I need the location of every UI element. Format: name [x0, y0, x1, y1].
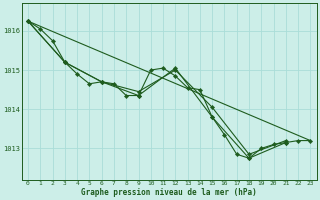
- X-axis label: Graphe pression niveau de la mer (hPa): Graphe pression niveau de la mer (hPa): [81, 188, 257, 197]
